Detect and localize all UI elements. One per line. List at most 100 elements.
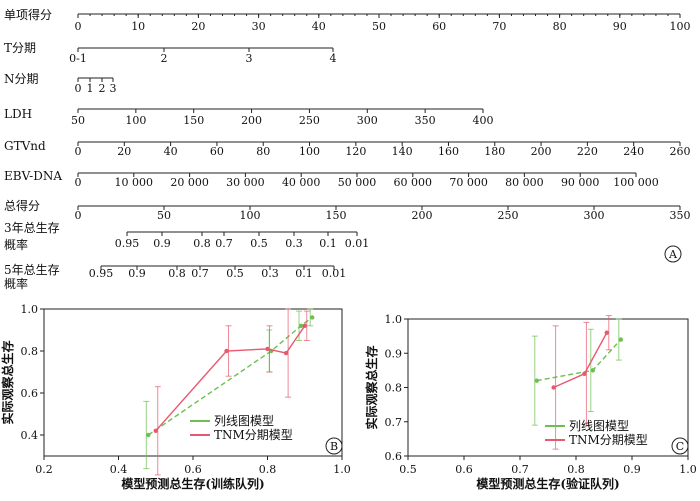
row-tick-label: 40 [312, 20, 326, 33]
row-tick-label: 70 000 [449, 176, 488, 189]
y-tick-label: 0.6 [385, 450, 403, 463]
nomogram-row-n-stage: N分期 0 1 2 3 [4, 72, 117, 95]
row-tick-label: 0-1 [69, 52, 87, 65]
panel-label: A [668, 248, 678, 261]
row-tick-label: 40 [164, 145, 178, 158]
row-tick-label: 60 [210, 145, 224, 158]
row-tick-label: 0 [75, 20, 82, 33]
data-point [302, 323, 307, 328]
row-tick-label: 120 [345, 145, 366, 158]
data-point [283, 350, 289, 356]
data-point [534, 378, 539, 383]
row-tick-label: 90 000 [561, 176, 600, 189]
row-label: GTVnd [4, 139, 46, 153]
row-tick-label: 300 [357, 114, 378, 127]
data-point [310, 315, 315, 320]
row-tick-label: 0.8 [193, 237, 211, 250]
row-tick-label: 0 [75, 209, 82, 222]
row-tick-label: 2 [161, 52, 168, 65]
panel-label-circle [325, 437, 343, 455]
row-label: LDH [4, 107, 32, 121]
row-tick-label: 0.9 [128, 267, 146, 280]
y-tick-label: 1.0 [21, 303, 39, 316]
row-label: 3年总生存 [4, 221, 60, 235]
series-line [536, 339, 622, 382]
row-label: T分期 [4, 41, 36, 55]
row-tick-label: 70 [492, 20, 506, 33]
calibration-plot-training: 0.2 0.4 0.6 0.8 1.0 0.4 0.6 0.8 1.0 模型预测总生存(训练队列)… [0, 303, 351, 491]
row-tick-label: 0.01 [345, 237, 370, 250]
row-tick-label: 2 [99, 82, 106, 95]
legend-label: 列线图模型 [214, 414, 274, 428]
row-tick-label: 200 [241, 114, 262, 127]
row-tick-label: 80 [256, 145, 270, 158]
nomogram-row-total-points: 总得分 0 50 100 150 200 250 300 350 [4, 198, 691, 222]
nomogram-row-gtvnd: GTVnd 0 20 40 60 80 100 120 140 160 180 200 220 240 26… [4, 139, 691, 158]
row-tick-label: 140 [392, 145, 413, 158]
x-tick-label: 0.2 [35, 463, 53, 476]
x-tick-label: 0.8 [259, 463, 277, 476]
row-tick-label: 60 [432, 20, 446, 33]
row-tick-label: 10 000 [115, 176, 154, 189]
row-tick-label: 0 [75, 176, 82, 189]
row-tick-label: 260 [670, 145, 691, 158]
series-nomogram-model [531, 318, 623, 426]
row-tick-label: 30 000 [226, 176, 265, 189]
row-tick-label: 50 000 [338, 176, 377, 189]
panel-label: C [676, 440, 684, 453]
row-tick-label: 240 [623, 145, 644, 158]
row-tick-label: 0.3 [285, 237, 303, 250]
row-tick-label: 20 000 [170, 176, 209, 189]
row-tick-label: 0.8 [168, 267, 186, 280]
row-tick-label: 0.9 [153, 237, 171, 250]
row-tick-label: 60 000 [394, 176, 433, 189]
nomogram-row-t-stage: T分期 0-1 2 3 4 [4, 41, 337, 65]
row-tick-label: 30 [252, 20, 266, 33]
row-tick-label: 0 [75, 82, 82, 95]
nomogram-row-ebv-dna: EBV-DNA 0 10 000 20 000 30 000 40 000 50 000 60… [4, 169, 659, 189]
x-tick-label: 0.9 [623, 463, 641, 476]
row-tick-label: 50 [157, 209, 171, 222]
row-tick-label: 80 [553, 20, 567, 33]
series-tnm-model [551, 315, 612, 450]
data-point [224, 348, 229, 354]
row-label: N分期 [4, 72, 39, 86]
row-tick-label: 350 [415, 114, 436, 127]
data-point [604, 330, 609, 335]
row-tick-label: 220 [577, 145, 598, 158]
row-tick-label: 0.5 [250, 237, 268, 250]
x-tick-label: 0.5 [399, 463, 417, 476]
row-tick-label: 1 [87, 82, 94, 95]
row-tick-label: 100 [299, 145, 320, 158]
legend-label: TNM分期模型 [214, 428, 293, 442]
data-point [265, 346, 270, 352]
row-tick-label: 300 [584, 209, 605, 222]
row-tick-label: 50 [71, 114, 85, 127]
row-tick-label: 50 [372, 20, 386, 33]
row-tick-label: 150 [326, 209, 347, 222]
row-tick-label: 100 [670, 20, 691, 33]
panel-label: B [330, 440, 338, 453]
row-tick-label: 20 [191, 20, 205, 33]
row-tick-label: 20 [117, 145, 131, 158]
row-tick-label: 4 [330, 52, 337, 65]
data-point [146, 432, 151, 438]
row-tick-label: 0.7 [215, 237, 233, 250]
nomogram-row-points: 单项得分 0 10 20 30 40 50 60 70 80 90 100 [4, 7, 691, 33]
panel-label-circle [664, 245, 682, 263]
row-tick-label: 0.1 [319, 237, 337, 250]
plot-frame [43, 308, 343, 457]
x-tick-label: 1.0 [333, 463, 351, 476]
row-tick-label: 3 [246, 52, 253, 65]
x-tick-label: 0.4 [110, 463, 128, 476]
row-tick-label: 200 [531, 145, 552, 158]
y-tick-label: 1.0 [385, 313, 403, 326]
x-tick-label: 0.7 [511, 463, 529, 476]
y-tick-label: 0.7 [385, 416, 403, 429]
row-label: 单项得分 [4, 7, 52, 22]
row-label: 概率 [4, 237, 28, 252]
